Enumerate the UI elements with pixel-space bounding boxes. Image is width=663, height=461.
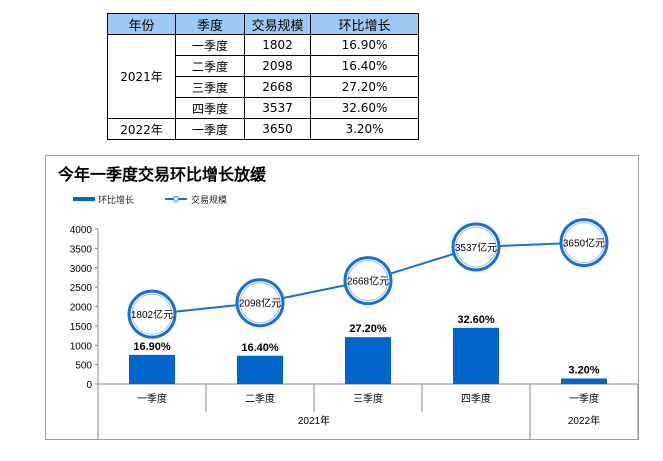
header-quarter: 季度 <box>175 13 245 35</box>
y-tick-label: 4000 <box>70 225 93 236</box>
bar-label: 16.40% <box>241 342 279 354</box>
volume-cell: 2098 <box>244 55 311 77</box>
group-label: 2022年 <box>568 414 600 427</box>
table-row: 2021年 一季度 1802 16.90% <box>107 34 419 119</box>
year-cell: 2022年 <box>107 118 176 140</box>
bar <box>453 327 499 384</box>
growth-cell: 16.40% <box>310 55 419 77</box>
y-tick-label: 2000 <box>70 303 93 314</box>
table-row: 2022年 一季度 3650 3.20% <box>107 118 419 140</box>
header-year: 年份 <box>107 13 176 35</box>
growth-cell: 16.90% <box>310 34 419 56</box>
table-row: 三季度 2668 27.20% <box>108 76 419 98</box>
line-label: 2668亿元 <box>347 275 389 288</box>
line-marker <box>343 256 393 306</box>
quarter-cell: 三季度 <box>175 76 245 98</box>
x-tick-label: 三季度 <box>353 392 383 405</box>
line-marker-ring <box>131 293 173 335</box>
chart-container: 今年一季度交易环比增长放缓 环比增长 交易规模 0 500 1000 1500 2000… <box>45 155 639 440</box>
header-growth: 环比增长 <box>310 13 419 35</box>
bar <box>561 378 607 384</box>
line-label: 1802亿元 <box>131 308 173 321</box>
quarter-cell: 二季度 <box>175 55 245 77</box>
y-tick-label: 1000 <box>70 341 93 352</box>
legend-line-label: 交易规模 <box>191 194 227 205</box>
bar-label: 27.20% <box>349 323 387 335</box>
bar <box>129 354 175 384</box>
volume-cell: 2668 <box>244 76 311 98</box>
legend-bar-icon <box>73 197 95 201</box>
quarter-cell: 四季度 <box>175 97 245 119</box>
bar <box>237 355 283 384</box>
line-marker-ring <box>239 282 281 324</box>
y-tick-label: 3500 <box>70 244 93 255</box>
volume-cell: 3650 <box>244 118 311 140</box>
line-marker <box>127 289 177 339</box>
growth-cell: 27.20% <box>310 76 419 98</box>
x-tick-label: 四季度 <box>461 392 491 405</box>
bar-label: 32.60% <box>457 314 495 326</box>
legend-bar-label: 环比增长 <box>98 194 134 205</box>
line-marker-ring <box>563 222 605 264</box>
bar-label: 3.20% <box>568 364 599 376</box>
line-label: 3537亿元 <box>455 241 497 254</box>
chart-svg: 今年一季度交易环比增长放缓 环比增长 交易规模 0 500 1000 1500 2000… <box>57 165 639 439</box>
volume-cell: 1802 <box>244 34 311 56</box>
line-label: 2098亿元 <box>239 297 281 310</box>
group-label: 2021年 <box>298 414 330 427</box>
line-marker-ring <box>455 226 497 268</box>
x-tick-label: 二季度 <box>245 392 275 405</box>
y-tick-label: 3000 <box>70 264 93 275</box>
line-marker <box>451 222 501 272</box>
bar <box>345 337 391 384</box>
growth-cell: 32.60% <box>310 97 419 119</box>
y-tick-label: 2500 <box>70 283 93 294</box>
year-cell: 2021年 <box>107 34 176 119</box>
header-volume: 交易规模 <box>244 13 311 35</box>
line-marker <box>559 218 609 268</box>
y-tick-label: 1500 <box>70 322 93 333</box>
line-marker-ring <box>347 260 389 302</box>
bar-label: 16.90% <box>133 341 171 353</box>
line-marker <box>235 278 285 328</box>
x-tick-label: 一季度 <box>569 392 599 405</box>
line-label: 3650亿元 <box>563 237 605 250</box>
chart-title: 今年一季度交易环比增长放缓 <box>57 165 267 184</box>
quarter-cell: 一季度 <box>175 34 245 56</box>
y-tick-label: 500 <box>75 361 92 372</box>
x-tick-label: 一季度 <box>137 392 167 405</box>
data-table: 年份 季度 交易规模 环比增长 2021年 一季度 1802 16.90% 二季度 20… <box>107 13 419 140</box>
volume-cell: 3537 <box>244 97 311 119</box>
growth-cell: 3.20% <box>310 118 419 140</box>
y-tick-label: 0 <box>86 380 92 391</box>
legend-marker-icon <box>173 196 179 202</box>
quarter-cell: 一季度 <box>175 118 245 140</box>
